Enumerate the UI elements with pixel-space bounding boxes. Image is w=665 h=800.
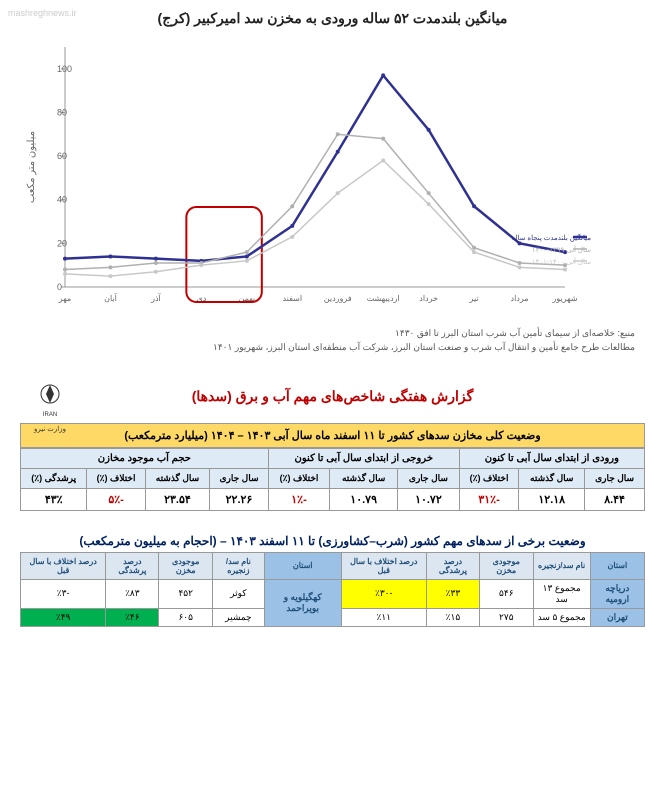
group-inflow: ورودی از ابتدای سال آبی تا کنون — [459, 448, 644, 468]
cell-vol: ۴۵۲ — [159, 579, 213, 608]
svg-text:سال آبی ۱۴۰۰-۱۴۰۱: سال آبی ۱۴۰۰-۱۴۰۱ — [532, 256, 591, 266]
svg-text:تیر: تیر — [469, 294, 479, 303]
svg-text:40: 40 — [57, 195, 67, 205]
cell-name: چمشیر — [213, 608, 265, 626]
svg-text:اسفند: اسفند — [282, 294, 302, 303]
svg-text:100: 100 — [57, 64, 72, 74]
logo-caption: وزارت نیرو — [30, 425, 70, 433]
cell-province: تهران — [590, 608, 644, 626]
hdr-name-r: نام سد/زنجیره — [533, 552, 590, 579]
svg-text:خرداد: خرداد — [419, 294, 438, 303]
chart-footer-line1: منبع: خلاصه‌ای از سیمای تأمین آب شرب است… — [30, 326, 635, 340]
col: سال گذشته — [519, 468, 585, 488]
group-volume: حجم آب موجود مخازن — [21, 448, 269, 468]
chart-footer: منبع: خلاصه‌ای از سیمای تأمین آب شرب است… — [0, 322, 665, 365]
out-diff: -۱٪ — [268, 488, 329, 510]
svg-text:60: 60 — [57, 151, 67, 161]
table1-title: وضعیت کلی مخازن سدهای کشور تا ۱۱ اسفند م… — [20, 423, 645, 448]
cell-province: کهگیلویه و بویراحمد — [264, 579, 341, 626]
group-outflow: خروجی از ابتدای سال آبی تا کنون — [268, 448, 459, 468]
report-title: گزارش هفتگی شاخص‌های مهم آب و برق (سدها) — [192, 388, 474, 405]
chart-container: میانگین بلندمدت ۵۲ ساله ورودی به مخزن سد… — [0, 0, 665, 322]
fill-pct: ۴۳٪ — [21, 488, 87, 510]
svg-text:میلیون متر مکعب: میلیون متر مکعب — [26, 131, 37, 203]
cell-diff: ٪۱۱ — [341, 608, 426, 626]
col: سال جاری — [210, 468, 269, 488]
svg-text:مهر: مهر — [58, 294, 71, 303]
cell-fill: ٪۳۳ — [426, 579, 479, 608]
in-curr: ۸.۴۴ — [585, 488, 645, 510]
svg-text:0: 0 — [57, 282, 62, 292]
svg-text:شهریور: شهریور — [551, 294, 577, 303]
vol-curr: ۲۲.۲۶ — [210, 488, 269, 510]
col: سال جاری — [585, 468, 645, 488]
table1-data-row: ۸.۴۴ ۱۲.۱۸ -۳۱٪ ۱۰.۷۲ ۱۰.۷۹ -۱٪ ۲۲.۲۶ ۲۳… — [21, 488, 645, 510]
svg-text:IRAN: IRAN — [43, 412, 57, 418]
col: اختلاف (٪) — [87, 468, 145, 488]
in-diff: -۳۱٪ — [459, 488, 519, 510]
col: پرشدگی (٪) — [21, 468, 87, 488]
out-prev: ۱۰.۷۹ — [330, 488, 398, 510]
hdr-fill-r: درصد پرشدگی — [426, 552, 479, 579]
chart-footer-line2: مطالعات طرح جامع تأمین و انتقال آب شرب و… — [30, 340, 635, 354]
major-dams-table: استان نام سد/زنجیره موجودی مخزن درصد پرش… — [20, 552, 645, 627]
col: اختلاف (٪) — [459, 468, 519, 488]
col: سال گذشته — [145, 468, 209, 488]
svg-text:آبان: آبان — [104, 293, 118, 303]
out-curr: ۱۰.۷۲ — [398, 488, 460, 510]
chart-title: میانگین بلندمدت ۵۲ ساله ورودی به مخزن سد… — [20, 10, 645, 27]
cell-province: دریاچه ارومیه — [590, 579, 644, 608]
svg-text:سال آبی ۱۳۹۹-۱۴۰۰: سال آبی ۱۳۹۹-۱۴۰۰ — [532, 244, 591, 254]
reservoir-summary-table: ورودی از ابتدای سال آبی تا کنون خروجی از… — [20, 448, 645, 511]
svg-text:فروردین: فروردین — [324, 294, 352, 303]
hdr-province-l: استان — [264, 552, 341, 579]
watermark: mashreghnews.ir — [8, 8, 77, 18]
hdr-vol-r: موجودی مخزن — [479, 552, 533, 579]
cell-fill: ٪۸۳ — [106, 579, 159, 608]
in-prev: ۱۲.۱۸ — [519, 488, 585, 510]
cell-diff: ٪۴۹ — [21, 608, 106, 626]
vol-diff: -۵٪ — [87, 488, 145, 510]
table2-header-row: استان نام سد/زنجیره موجودی مخزن درصد پرش… — [21, 552, 645, 579]
cell-diff: -٪۳ — [21, 579, 106, 608]
table1-col-row: سال جاری سال گذشته اختلاف (٪) سال جاری س… — [21, 468, 645, 488]
table1-group-row: ورودی از ابتدای سال آبی تا کنون خروجی از… — [21, 448, 645, 468]
svg-text:اردیبهشت: اردیبهشت — [367, 294, 400, 303]
svg-text:میانگین بلندمدت پنجاه ساله: میانگین بلندمدت پنجاه ساله — [512, 233, 592, 242]
table2-row: دریاچه ارومیه مجموع ۱۳ سد ۵۴۶ ٪۳۳ -٪۳۰ ک… — [21, 579, 645, 608]
cell-vol: ۵۴۶ — [479, 579, 533, 608]
cell-vol: ۲۷۵ — [479, 608, 533, 626]
ministry-logo: IRAN وزارت نیرو — [30, 380, 70, 433]
hdr-province-r: استان — [590, 552, 644, 579]
vol-prev: ۲۳.۵۴ — [145, 488, 209, 510]
hdr-vol-l: موجودی مخزن — [159, 552, 213, 579]
table2-title: وضعیت برخی از سدهای مهم کشور (شرب–کشاورز… — [20, 526, 645, 552]
svg-text:آذر: آذر — [150, 293, 161, 303]
cell-name: کوثر — [213, 579, 265, 608]
col: سال گذشته — [330, 468, 398, 488]
hdr-fill-l: درصد پرشدگی — [106, 552, 159, 579]
svg-text:20: 20 — [57, 238, 67, 248]
cell-fill: ٪۱۵ — [426, 608, 479, 626]
hdr-diff-l: درصد اختلاف با سال قبل — [21, 552, 106, 579]
svg-text:80: 80 — [57, 107, 67, 117]
line-chart: 020406080100میلیون متر مکعبمهرآبانآذردیب… — [20, 37, 645, 317]
col: سال جاری — [398, 468, 460, 488]
cell-name: مجموع ۱۳ سد — [533, 579, 590, 608]
report-section: IRAN وزارت نیرو گزارش هفتگی شاخص‌های مهم… — [0, 380, 665, 627]
hdr-name-l: نام سد/زنجیره — [213, 552, 265, 579]
cell-diff: -٪۳۰ — [341, 579, 426, 608]
cell-name: مجموع ۵ سد — [533, 608, 590, 626]
hdr-diff-r: درصد اختلاف با سال قبل — [341, 552, 426, 579]
cell-fill: ٪۴۶ — [106, 608, 159, 626]
report-header: IRAN وزارت نیرو گزارش هفتگی شاخص‌های مهم… — [20, 380, 645, 413]
svg-text:مرداد: مرداد — [511, 294, 529, 303]
cell-vol: ۶۰۵ — [159, 608, 213, 626]
col: اختلاف (٪) — [268, 468, 329, 488]
